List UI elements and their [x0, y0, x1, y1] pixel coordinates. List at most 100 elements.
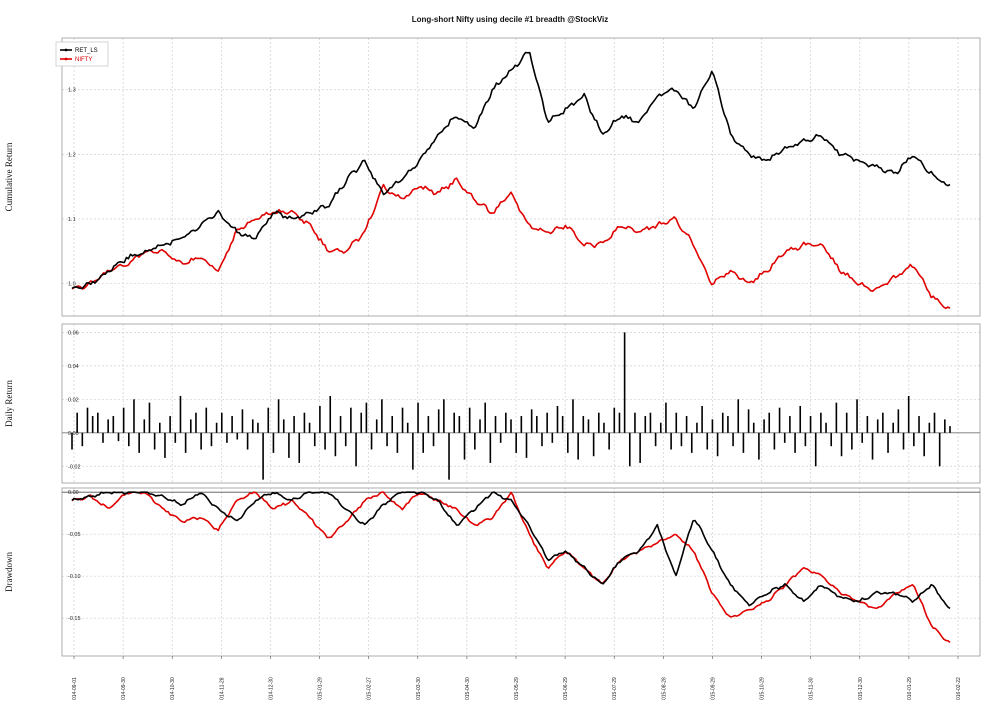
x-tick-label: 2015-06-29 — [563, 677, 569, 700]
daily-return-bar — [876, 419, 879, 433]
daily-return-bar — [334, 432, 337, 457]
series-line-ret-ls — [71, 51, 951, 290]
x-tick-label: 2015-04-30 — [465, 677, 471, 700]
daily-return-bar — [711, 419, 714, 433]
daily-return-bar — [938, 432, 941, 467]
daily-return-bar — [892, 422, 894, 433]
daily-return-bar — [598, 412, 600, 433]
daily-return-bar — [189, 419, 192, 433]
daily-return-bar — [319, 406, 321, 433]
daily-return-bar — [758, 432, 760, 460]
legend: RET_LS NIFTY — [55, 41, 109, 67]
y-tick-label: 0.02 — [68, 397, 79, 403]
daily-return-bar — [561, 416, 564, 433]
panel-frame — [61, 323, 981, 484]
daily-return-bar — [680, 432, 683, 447]
daily-return-bar — [128, 432, 130, 447]
daily-return-bar — [949, 426, 951, 433]
daily-return-bar — [577, 432, 579, 460]
daily-return-bar — [417, 402, 419, 433]
daily-return-bar — [520, 416, 523, 433]
daily-return-bar — [164, 432, 166, 458]
daily-return-bar — [856, 399, 858, 433]
daily-return-bar — [422, 432, 424, 453]
x-tick-label: 2014-11-28 — [219, 677, 225, 700]
daily-return-bar — [510, 419, 512, 433]
daily-return-bar — [907, 395, 910, 433]
daily-return-bar — [303, 412, 306, 433]
daily-return-bar — [179, 395, 182, 433]
daily-return-bar — [293, 416, 295, 433]
daily-return-bar — [241, 409, 244, 433]
daily-return-bar — [246, 432, 249, 450]
daily-return-bar — [344, 432, 347, 447]
daily-return-bar — [499, 432, 502, 443]
daily-return-bar — [251, 419, 254, 433]
daily-return-bar — [159, 422, 161, 433]
daily-return-bar — [339, 416, 342, 433]
daily-return-bar — [587, 419, 590, 433]
daily-return-bar — [205, 407, 208, 433]
y-tick-label: -0.05 — [68, 532, 81, 538]
daily-return-bar — [799, 406, 802, 433]
daily-return-bar — [851, 432, 853, 450]
daily-return-bar — [215, 422, 218, 433]
x-tick-label: 2015-07-29 — [612, 677, 618, 700]
daily-return-bar — [551, 432, 554, 443]
daily-return-bar — [432, 432, 435, 447]
daily-return-bar — [887, 432, 889, 453]
daily-return-bar — [153, 432, 156, 450]
daily-return-bar — [866, 416, 869, 433]
daily-return-bar — [117, 432, 120, 442]
daily-return-bar — [794, 432, 796, 453]
y-tick-label: 0.06 — [68, 330, 79, 336]
daily-return-bar — [437, 409, 440, 433]
x-tick-label: 2015-05-29 — [514, 677, 520, 700]
daily-return-bar — [391, 416, 394, 433]
x-tick-label: 2014-09-01 — [72, 677, 78, 700]
daily-return-bar — [572, 399, 574, 433]
daily-return-bar — [654, 432, 657, 447]
daily-return-bar — [944, 419, 946, 433]
daily-return-bar — [923, 432, 925, 457]
daily-return-bar — [861, 432, 863, 443]
daily-return-bar — [742, 432, 745, 453]
daily-return-bar — [546, 412, 548, 433]
daily-return-bar — [370, 432, 373, 450]
daily-return-bar — [613, 407, 616, 433]
daily-return-bar — [747, 409, 750, 433]
daily-return-bar — [913, 432, 915, 447]
daily-return-bar — [820, 412, 822, 433]
daily-return-bar — [282, 419, 285, 433]
daily-return-bar — [582, 416, 585, 433]
daily-return-bar — [195, 412, 197, 433]
daily-return-bar — [494, 416, 497, 433]
daily-return-bar — [902, 432, 905, 450]
daily-return-bar — [685, 416, 688, 433]
daily-return-bar — [592, 432, 595, 457]
daily-return-bar — [659, 422, 662, 433]
daily-return-bar — [210, 432, 213, 447]
daily-return-bar — [200, 432, 202, 450]
daily-return-bar — [360, 412, 363, 433]
daily-return-bar — [122, 407, 125, 433]
daily-return-bar — [81, 432, 84, 447]
daily-return-bar — [97, 412, 99, 433]
daily-return-bar — [298, 432, 301, 463]
series-line-ret-ls — [71, 491, 951, 610]
daily-return-bar — [530, 409, 533, 433]
legend-label: RET_LS — [75, 48, 98, 54]
daily-return-bar — [634, 412, 636, 433]
legend-box — [55, 41, 109, 67]
legend-label: NIFTY — [75, 57, 92, 63]
daily-return-bar — [427, 416, 430, 433]
daily-return-bar — [102, 432, 104, 443]
x-tick-label: 2015-11-30 — [809, 677, 815, 700]
daily-return-bar — [406, 422, 409, 433]
daily-return-bar — [277, 399, 280, 433]
daily-return-bar — [933, 412, 936, 433]
daily-return-bar — [257, 422, 259, 433]
daily-return-bar — [184, 432, 187, 453]
daily-return-bar — [133, 399, 135, 433]
panel-frame — [61, 37, 981, 317]
